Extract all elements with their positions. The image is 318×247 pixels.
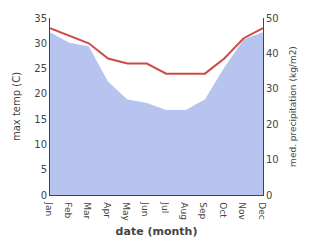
svg-text:May: May: [121, 202, 131, 221]
svg-text:Aug: Aug: [179, 202, 189, 220]
svg-text:35: 35: [34, 13, 47, 24]
svg-text:max temp (C): max temp (C): [11, 72, 22, 141]
svg-text:Jun: Jun: [140, 201, 150, 216]
svg-text:Jan: Jan: [44, 201, 54, 216]
svg-text:0: 0: [266, 190, 272, 201]
svg-text:Jul: Jul: [160, 201, 170, 213]
svg-text:Oct: Oct: [218, 202, 228, 218]
svg-text:5: 5: [41, 164, 47, 175]
svg-text:Sep: Sep: [198, 202, 208, 219]
svg-text:30: 30: [266, 83, 279, 94]
svg-text:Nov: Nov: [237, 202, 247, 220]
svg-text:Apr: Apr: [102, 202, 112, 218]
svg-text:10: 10: [266, 154, 279, 165]
svg-text:20: 20: [266, 119, 279, 130]
svg-text:20: 20: [34, 88, 47, 99]
svg-text:0: 0: [41, 190, 47, 201]
svg-text:50: 50: [266, 13, 279, 24]
svg-text:25: 25: [34, 63, 47, 74]
svg-text:30: 30: [34, 38, 47, 49]
svg-text:15: 15: [34, 114, 47, 125]
svg-text:10: 10: [34, 139, 47, 150]
svg-text:med. precipitation (kg/m2): med. precipitation (kg/m2): [288, 46, 298, 167]
svg-text:Dec: Dec: [257, 202, 267, 219]
svg-text:Mar: Mar: [82, 202, 92, 219]
svg-text:40: 40: [266, 48, 279, 59]
svg-text:Feb: Feb: [63, 202, 73, 218]
svg-text:date (month): date (month): [116, 225, 198, 238]
